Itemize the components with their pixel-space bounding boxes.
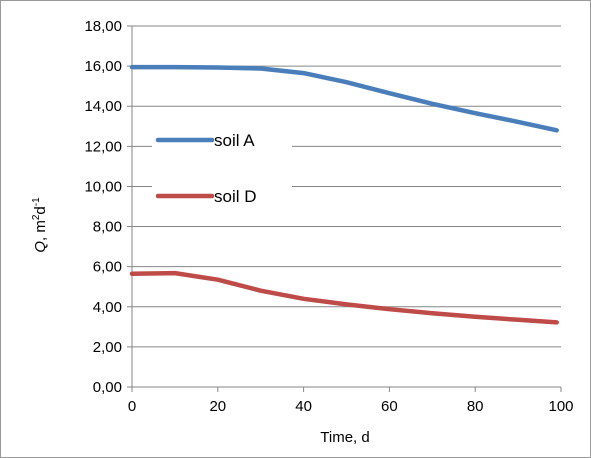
gridlines (132, 25, 561, 348)
y-tick-label: 6,00 (93, 259, 122, 276)
y-tick-labels: 0,00 2,00 4,00 6,00 8,00 10,00 12,00 14,00 16,00… (84, 18, 122, 396)
y-tick-label: 4,00 (93, 299, 122, 316)
y-axis-title: Q, m2d-1 (31, 197, 49, 253)
y-tick-label: 12,00 (84, 138, 122, 155)
y-tick-label: 2,00 (93, 339, 122, 356)
y-axis-title-symbol: Q (32, 241, 49, 253)
y-tick-label: 8,00 (93, 219, 122, 236)
x-tick-label: 40 (295, 398, 312, 415)
x-tick-label: 60 (381, 398, 398, 415)
series-line-soil-d (129, 270, 559, 325)
x-tick-label: 80 (467, 398, 484, 415)
y-tick-label: 16,00 (84, 58, 122, 75)
y-tick-label: 14,00 (84, 98, 122, 115)
x-tick-label: 100 (548, 398, 573, 415)
y-axis-title-d: d (32, 206, 49, 214)
x-tick-label: 0 (128, 398, 136, 415)
x-tick-labels: 0 20 40 60 80 100 (128, 398, 574, 415)
y-tick-label: 18,00 (84, 18, 122, 35)
legend-label: soil D (214, 187, 257, 206)
y-tick-label: 0,00 (93, 379, 122, 396)
x-axis-title: Time, d (320, 429, 369, 446)
legend: soil A soil D (152, 126, 292, 210)
x-tick-label: 20 (209, 398, 226, 415)
y-axis-title-sup1: 2 (31, 214, 42, 220)
y-axis-title-sup2: -1 (31, 197, 42, 206)
series-lines (129, 64, 559, 325)
axes (127, 25, 562, 392)
series-line-soil-a (129, 64, 559, 133)
y-tick-label: 10,00 (84, 178, 122, 195)
legend-label: soil A (214, 131, 255, 150)
y-axis-title-unit: , m (32, 220, 49, 241)
